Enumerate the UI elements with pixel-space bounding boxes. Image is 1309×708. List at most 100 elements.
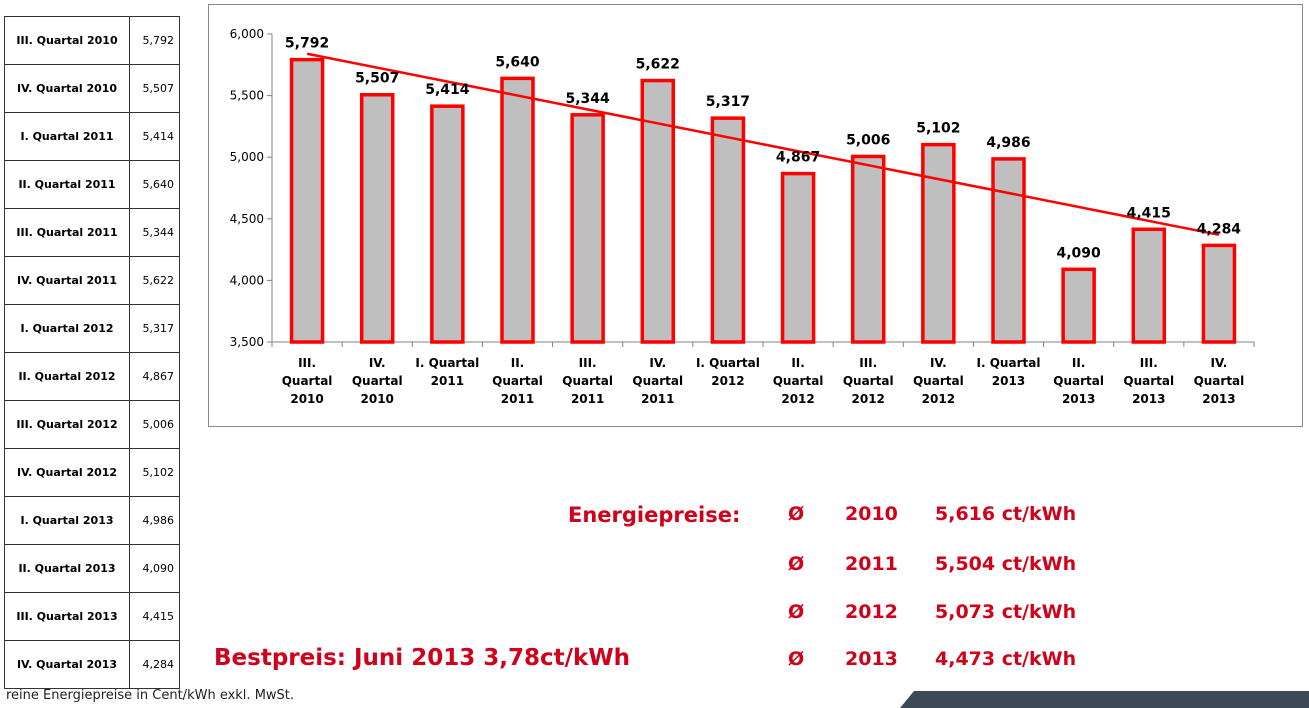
value-cell: 5,507 <box>129 64 180 113</box>
bar <box>1131 227 1167 344</box>
quarter-cell: IV. Quartal 2013 <box>4 640 130 689</box>
x-category-label: III. <box>859 356 877 370</box>
x-category-label: I. Quartal <box>977 356 1041 370</box>
data-label: 5,414 <box>425 82 470 98</box>
value-cell: 5,622 <box>129 256 180 305</box>
table-row: II. Quartal 2012 4,867 <box>4 352 180 401</box>
x-category-label: I. Quartal <box>696 356 760 370</box>
x-category-label: Quartal <box>352 374 403 388</box>
x-category-label: 2012 <box>852 392 885 406</box>
quarter-cell: I. Quartal 2013 <box>4 496 130 545</box>
value-cell: 4,090 <box>129 544 180 593</box>
average-price: 5,073 ct/kWh <box>935 601 1077 623</box>
x-category-label: 2013 <box>1132 392 1165 406</box>
quarter-cell: II. Quartal 2011 <box>4 160 130 209</box>
footnote: reine Energiepreise in Cent/kWh exkl. Mw… <box>6 688 295 703</box>
table-row: II. Quartal 2013 4,090 <box>4 544 180 593</box>
x-category-label: Quartal <box>492 374 543 388</box>
bar <box>991 157 1026 344</box>
x-category-label: 2010 <box>361 392 394 406</box>
x-category-label: 2011 <box>431 374 464 388</box>
x-category-label: 2012 <box>711 374 744 388</box>
value-cell: 4,986 <box>129 496 180 545</box>
data-label: 4,415 <box>1127 205 1171 221</box>
footer-bar <box>900 691 1309 708</box>
x-category-label: 2011 <box>571 392 604 406</box>
value-cell: 4,284 <box>129 640 180 689</box>
table-row: III. Quartal 2013 4,415 <box>4 592 180 641</box>
data-label: 4,284 <box>1197 221 1242 237</box>
bar <box>921 142 956 344</box>
chart-frame: 3,500 4,000 4,500 5,000 5,500 6,000 5,792 5,507… <box>208 4 1303 427</box>
table-row: IV. Quartal 2013 4,284 <box>4 640 180 689</box>
average-price: 5,504 ct/kWh <box>935 553 1077 575</box>
x-category-label: 2011 <box>501 392 534 406</box>
data-label: 5,344 <box>565 91 610 107</box>
y-tick-label: 4,500 <box>230 212 264 226</box>
best-price: Bestpreis: Juni 2013 3,78ct/kWh <box>214 645 631 671</box>
x-category-label: 2012 <box>781 392 814 406</box>
bar <box>570 113 605 344</box>
data-label: 5,507 <box>355 71 399 87</box>
x-category-label: III. <box>579 356 597 370</box>
table-row: II. Quartal 2011 5,640 <box>4 160 180 209</box>
bar <box>1201 243 1237 344</box>
bar-chart: 3,500 4,000 4,500 5,000 5,500 6,000 5,792 5,507… <box>230 27 1255 406</box>
x-category-label: 2013 <box>1062 392 1095 406</box>
quarter-cell: III. Quartal 2012 <box>4 400 130 449</box>
value-cell: 5,006 <box>129 400 180 449</box>
average-price: 5,616 ct/kWh <box>935 503 1077 525</box>
value-cell: 4,867 <box>129 352 180 401</box>
value-cell: 5,344 <box>129 208 180 257</box>
average-price: 4,473 ct/kWh <box>935 648 1077 670</box>
data-label: 5,622 <box>636 57 680 73</box>
energy-price-label: Energiepreise: <box>568 503 741 527</box>
average-symbol: Ø <box>788 601 805 623</box>
x-category-label: Quartal <box>1123 374 1174 388</box>
x-category-label: 2013 <box>1202 392 1235 406</box>
x-category-label: III. <box>1140 356 1158 370</box>
x-category-label: II. <box>511 356 525 370</box>
quarter-cell: IV. Quartal 2010 <box>4 64 130 113</box>
bar <box>1061 267 1096 344</box>
x-category-label: Quartal <box>1053 374 1104 388</box>
bar <box>430 104 465 344</box>
quarter-cell: II. Quartal 2013 <box>4 544 130 593</box>
x-category-label: IV. <box>649 356 666 370</box>
x-category-label: 2013 <box>992 374 1025 388</box>
y-tick-label: 3,500 <box>230 335 264 349</box>
quarter-cell: III. Quartal 2013 <box>4 592 130 641</box>
average-year: 2013 <box>845 648 898 670</box>
average-symbol: Ø <box>788 503 805 525</box>
x-category-label: IV. <box>930 356 947 370</box>
x-category-label: Quartal <box>1194 374 1245 388</box>
average-year: 2010 <box>845 503 898 525</box>
x-category-label: II. <box>1072 356 1086 370</box>
bar <box>289 57 325 344</box>
quarter-cell: I. Quartal 2012 <box>4 304 130 353</box>
quarter-cell: I. Quartal 2011 <box>4 112 130 161</box>
bar <box>359 92 395 344</box>
bar <box>640 78 676 344</box>
x-category-label: II. <box>791 356 805 370</box>
y-tick-label: 5,000 <box>230 150 264 164</box>
x-category-label: IV. <box>1211 356 1228 370</box>
average-year: 2011 <box>845 553 898 575</box>
data-label: 4,986 <box>986 135 1030 151</box>
x-category-label: IV. <box>369 356 386 370</box>
average-year: 2012 <box>845 601 898 623</box>
table-row: IV. Quartal 2012 5,102 <box>4 448 180 497</box>
data-label: 4,090 <box>1056 245 1101 261</box>
table-row: III. Quartal 2012 5,006 <box>4 400 180 449</box>
table-row: I. Quartal 2012 5,317 <box>4 304 180 353</box>
bar <box>780 171 816 344</box>
x-category-label: Quartal <box>282 374 333 388</box>
data-label: 5,640 <box>495 54 540 70</box>
quarter-cell: III. Quartal 2011 <box>4 208 130 257</box>
x-category-label: 2011 <box>641 392 674 406</box>
average-symbol: Ø <box>788 648 805 670</box>
quarter-cell: II. Quartal 2012 <box>4 352 130 401</box>
bar <box>710 116 746 344</box>
x-category-label: Quartal <box>843 374 894 388</box>
x-category-label: Quartal <box>913 374 964 388</box>
